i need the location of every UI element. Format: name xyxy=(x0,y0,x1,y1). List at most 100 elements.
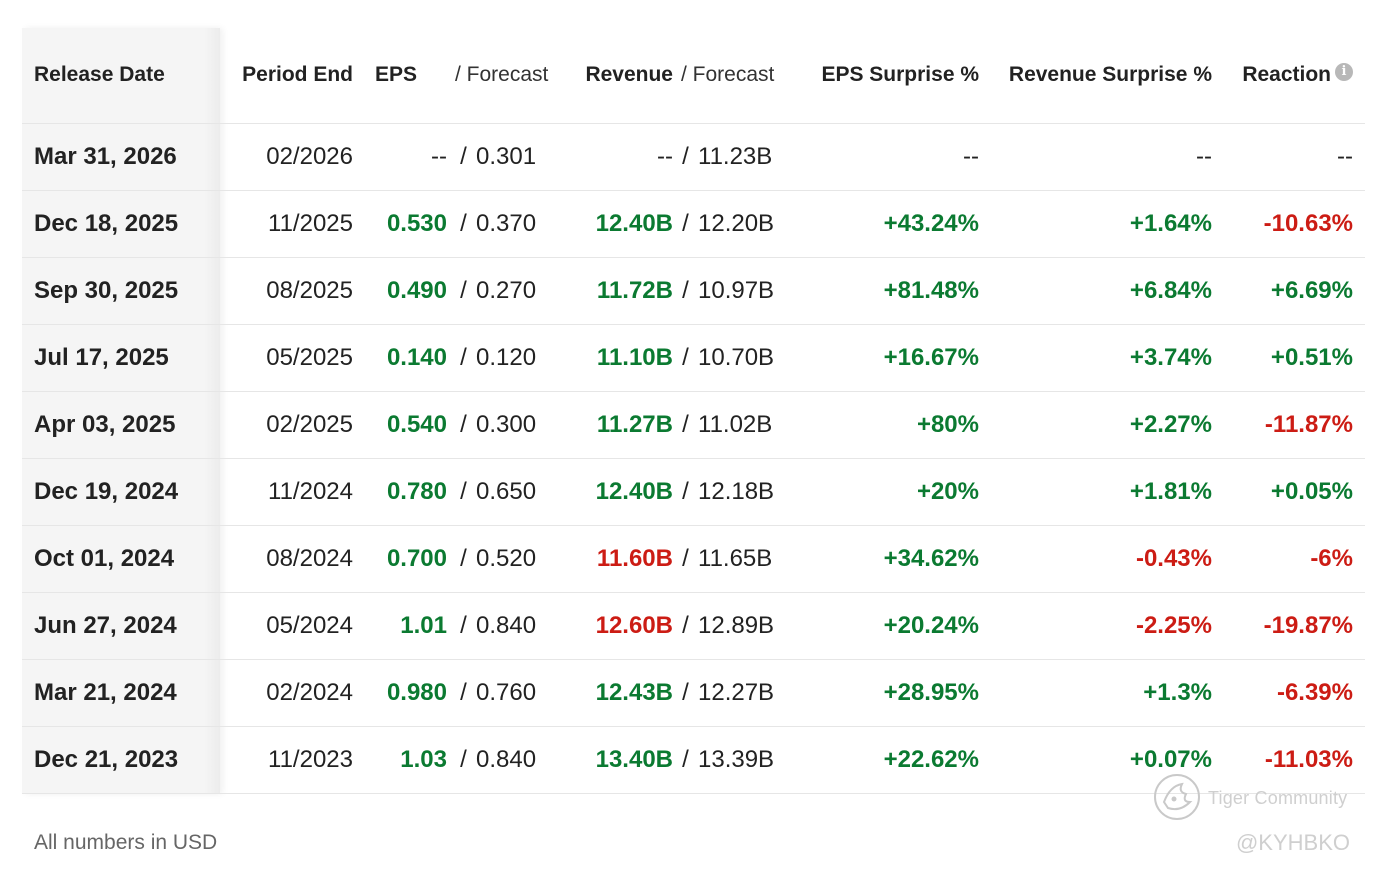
revenue-actual-cell: 12.60B xyxy=(595,611,673,639)
eps-forecast-cell: 0.270 xyxy=(476,276,537,304)
table-row[interactable]: Dec 19, 2024 11/2024 0.780 / 0.650 12.40B / 12.… xyxy=(22,458,1365,525)
eps-forecast-cell: 0.840 xyxy=(476,611,537,639)
revenue-surprise-cell: +1.81% xyxy=(1129,477,1212,505)
revenue-separator: / xyxy=(682,611,689,639)
revenue-forecast-cell: 12.27B xyxy=(698,678,775,706)
table-row[interactable]: Mar 21, 2024 02/2024 0.980 / 0.760 12.43B / 12.… xyxy=(22,659,1365,726)
revenue-actual-cell: 11.72B xyxy=(596,276,673,304)
eps-actual-cell: 1.03 xyxy=(400,745,447,773)
reaction-cell: -6% xyxy=(1310,544,1353,572)
sticky-column-background xyxy=(22,28,220,794)
release-date-cell: Jun 27, 2024 xyxy=(34,611,177,639)
revenue-separator: / xyxy=(682,410,689,438)
period-end-cell: 05/2025 xyxy=(266,343,353,371)
table-row[interactable]: Sep 30, 2025 08/2025 0.490 / 0.270 11.72B / 10.… xyxy=(22,257,1365,324)
period-end-cell: 08/2025 xyxy=(266,276,353,304)
revenue-actual-cell: 12.40B xyxy=(595,477,673,505)
eps-actual-cell: 0.490 xyxy=(386,276,447,304)
reaction-cell: -11.03% xyxy=(1264,745,1353,773)
revenue-separator: / xyxy=(682,142,689,170)
table-row[interactable]: Dec 18, 2025 11/2025 0.530 / 0.370 12.40B / 12.… xyxy=(22,190,1365,257)
header-release-date[interactable]: Release Date xyxy=(22,28,219,124)
eps-separator: / xyxy=(460,276,467,304)
eps-actual-cell: 0.980 xyxy=(386,678,447,706)
eps-surprise-cell: +20% xyxy=(916,477,979,505)
revenue-surprise-cell: +0.07% xyxy=(1129,745,1212,773)
release-date-cell: Dec 18, 2025 xyxy=(34,209,179,237)
eps-surprise-cell: +16.67% xyxy=(883,343,979,371)
reaction-cell: -11.87% xyxy=(1264,410,1353,438)
eps-forecast-cell: 0.520 xyxy=(476,544,537,572)
header-revenue-surprise[interactable]: Revenue Surprise % xyxy=(991,28,1224,124)
eps-forecast-cell: 0.760 xyxy=(476,678,537,706)
table-row[interactable]: Mar 31, 2026 02/2026 -- / 0.301 -- / 11.23B -- --… xyxy=(22,123,1365,190)
eps-surprise-cell: +20.24% xyxy=(883,611,979,639)
header-reaction[interactable]: Reaction i xyxy=(1224,28,1365,124)
eps-surprise-cell: +22.62% xyxy=(883,745,979,773)
reaction-cell: +6.69% xyxy=(1270,276,1353,304)
header-eps-forecast-label: / Forecast xyxy=(455,63,549,87)
revenue-forecast-cell: 11.02B xyxy=(698,410,773,438)
revenue-surprise-cell: +6.84% xyxy=(1129,276,1212,304)
header-period-end[interactable]: Period End xyxy=(219,28,361,124)
eps-forecast-cell: 0.120 xyxy=(476,343,537,371)
watermark-handle: @KYHBKO xyxy=(1235,830,1350,855)
eps-forecast-cell: 0.840 xyxy=(476,745,537,773)
eps-actual-cell: 1.01 xyxy=(400,611,447,639)
release-date-cell: Jul 17, 2025 xyxy=(34,343,169,371)
header-revenue-forecast[interactable]: / Forecast xyxy=(677,28,796,124)
eps-surprise-cell: -- xyxy=(963,142,979,170)
revenue-actual-cell: 12.43B xyxy=(595,678,673,706)
release-date-cell: Apr 03, 2025 xyxy=(34,410,176,438)
info-icon[interactable]: i xyxy=(1335,63,1353,82)
eps-surprise-cell: +81.48% xyxy=(883,276,979,304)
revenue-actual-cell: -- xyxy=(657,142,673,170)
eps-separator: / xyxy=(460,209,467,237)
eps-separator: / xyxy=(460,678,467,706)
table-row[interactable]: Apr 03, 2025 02/2025 0.540 / 0.300 11.27B / 11.… xyxy=(22,391,1365,458)
revenue-surprise-cell: -0.43% xyxy=(1135,544,1212,572)
reaction-cell: -10.63% xyxy=(1263,209,1353,237)
watermark-brand: Tiger Community xyxy=(1208,788,1348,808)
eps-separator: / xyxy=(460,343,467,371)
table-header-row: Release Date Period End EPS / Forecast R… xyxy=(22,28,1365,124)
revenue-separator: / xyxy=(682,678,689,706)
revenue-forecast-cell: 12.89B xyxy=(698,611,775,639)
reaction-cell: +0.51% xyxy=(1270,343,1353,371)
release-date-cell: Dec 19, 2024 xyxy=(34,477,179,505)
eps-forecast-cell: 0.300 xyxy=(476,410,537,438)
table-row[interactable]: Dec 21, 2023 11/2023 1.03 / 0.840 13.40B / 13.3… xyxy=(22,726,1365,793)
revenue-surprise-cell: +2.27% xyxy=(1129,410,1212,438)
revenue-separator: / xyxy=(682,343,689,371)
release-date-cell: Mar 31, 2026 xyxy=(34,142,177,170)
eps-surprise-cell: +43.24% xyxy=(883,209,979,237)
eps-actual-cell: -- xyxy=(431,142,447,170)
eps-separator: / xyxy=(460,611,467,639)
table-row[interactable]: Jun 27, 2024 05/2024 1.01 / 0.840 12.60B / 12.8… xyxy=(22,592,1365,659)
currency-footnote: All numbers in USD xyxy=(34,831,218,854)
header-reaction-label: Reaction xyxy=(1242,63,1331,87)
eps-separator: / xyxy=(460,477,467,505)
reaction-cell: -19.87% xyxy=(1263,611,1353,639)
header-eps-forecast[interactable]: / Forecast xyxy=(455,28,571,124)
header-eps[interactable]: EPS xyxy=(361,28,455,124)
revenue-separator: / xyxy=(682,477,689,505)
eps-actual-cell: 0.530 xyxy=(386,209,447,237)
header-eps-surprise[interactable]: EPS Surprise % xyxy=(796,28,991,124)
revenue-actual-cell: 13.40B xyxy=(595,745,673,773)
eps-forecast-cell: 0.301 xyxy=(476,142,537,170)
header-revenue[interactable]: Revenue xyxy=(571,28,677,124)
period-end-cell: 08/2024 xyxy=(266,544,353,572)
revenue-surprise-cell: -2.25% xyxy=(1135,611,1212,639)
eps-actual-cell: 0.140 xyxy=(386,343,447,371)
table-row[interactable]: Jul 17, 2025 05/2025 0.140 / 0.120 11.10B / 10.… xyxy=(22,324,1365,391)
revenue-forecast-cell: 12.18B xyxy=(698,477,775,505)
revenue-actual-cell: 11.10B xyxy=(596,343,673,371)
table-row[interactable]: Oct 01, 2024 08/2024 0.700 / 0.520 11.60B / 11.… xyxy=(22,525,1365,592)
eps-forecast-cell: 0.650 xyxy=(476,477,537,505)
reaction-cell: -- xyxy=(1337,142,1353,170)
release-date-cell: Sep 30, 2025 xyxy=(34,276,179,304)
revenue-forecast-cell: 10.97B xyxy=(698,276,775,304)
revenue-actual-cell: 12.40B xyxy=(595,209,673,237)
revenue-forecast-cell: 12.20B xyxy=(698,209,775,237)
